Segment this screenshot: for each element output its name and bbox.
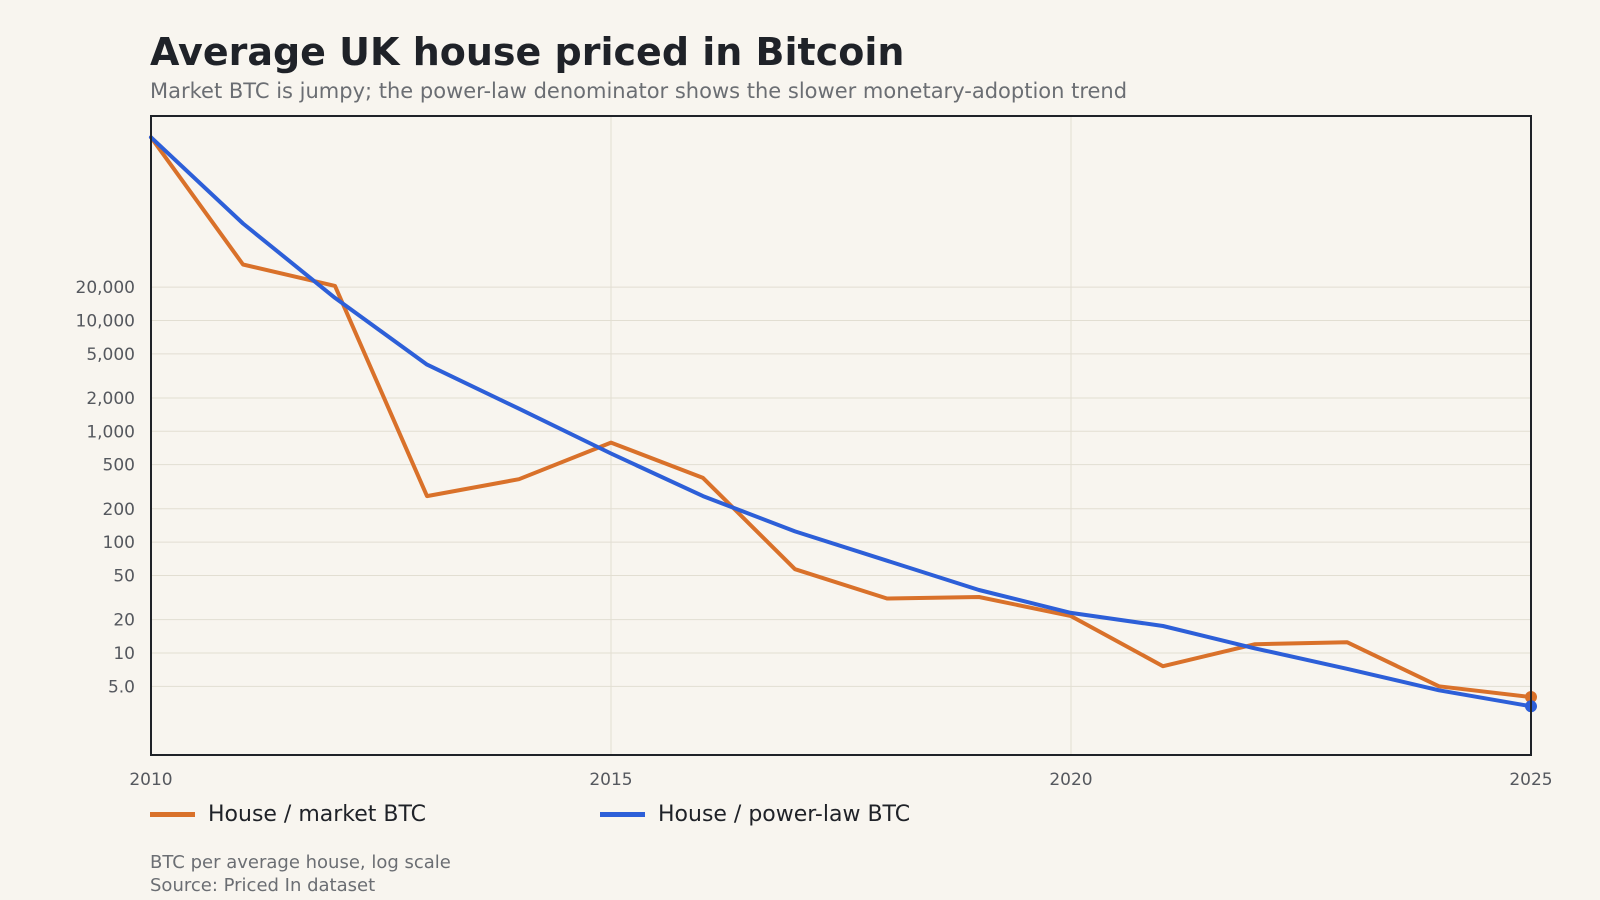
chart-subtitle: Market BTC is jumpy; the power-law denom… xyxy=(150,79,1128,103)
x-tick-label: 2015 xyxy=(589,770,632,790)
legend-item-powerlaw: House / power-law BTC xyxy=(600,802,910,827)
axis-note: BTC per average house, log scale xyxy=(150,852,451,873)
chart-title: Average UK house priced in Bitcoin xyxy=(150,30,905,74)
x-tick-label: 2010 xyxy=(129,770,172,790)
legend-swatch-powerlaw xyxy=(600,812,645,817)
y-tick-label: 20 xyxy=(113,611,135,631)
source-note: Source: Priced In dataset xyxy=(150,875,376,896)
y-tick-label: 10,000 xyxy=(76,311,135,331)
series-lines xyxy=(149,135,1537,713)
line-chart: 5.0 10 20 50 100 200 500 1,000 2,000 5,000 10,000 2… xyxy=(76,115,1553,790)
x-tick-label: 2025 xyxy=(1509,770,1552,790)
y-axis-ticks: 5.0 10 20 50 100 200 500 1,000 2,000 5,000 10,000 2… xyxy=(76,278,135,697)
series-line-0 xyxy=(149,135,1533,700)
y-tick-label: 5,000 xyxy=(86,345,135,365)
y-tick-label: 1,000 xyxy=(86,422,135,442)
y-tick-label: 10 xyxy=(113,644,135,664)
legend-label-market: House / market BTC xyxy=(208,802,427,827)
y-tick-label: 200 xyxy=(103,500,135,520)
y-tick-label: 50 xyxy=(113,566,135,586)
y-tick-label: 20,000 xyxy=(76,278,135,298)
x-tick-label: 2020 xyxy=(1049,770,1092,790)
y-tick-label: 100 xyxy=(103,533,135,553)
legend-swatch-market xyxy=(150,812,195,817)
x-axis-ticks: 2010 2015 2020 2025 xyxy=(129,770,1552,790)
y-tick-label: 2,000 xyxy=(86,389,135,409)
gridlines xyxy=(150,116,1532,755)
legend-label-powerlaw: House / power-law BTC xyxy=(658,802,911,827)
series-line-1 xyxy=(149,135,1533,709)
plot-frame xyxy=(150,115,1532,756)
legend-item-market: House / market BTC xyxy=(150,802,426,827)
y-tick-label: 500 xyxy=(103,456,135,476)
y-tick-label: 5.0 xyxy=(108,677,135,697)
